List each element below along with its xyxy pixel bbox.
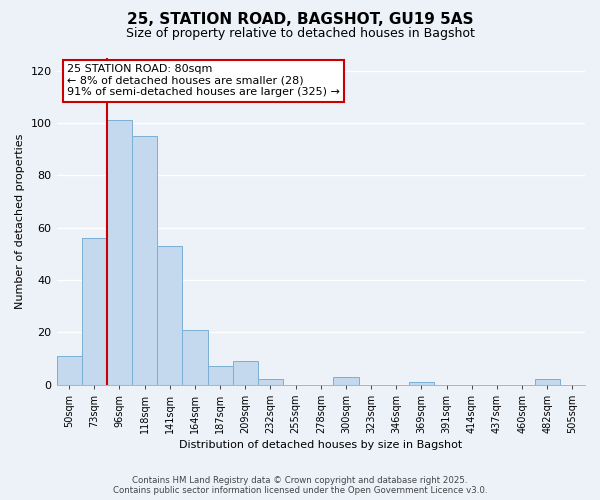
Bar xyxy=(258,380,283,384)
Bar xyxy=(132,136,157,384)
Text: 25 STATION ROAD: 80sqm
← 8% of detached houses are smaller (28)
91% of semi-deta: 25 STATION ROAD: 80sqm ← 8% of detached … xyxy=(67,64,340,97)
Text: 25, STATION ROAD, BAGSHOT, GU19 5AS: 25, STATION ROAD, BAGSHOT, GU19 5AS xyxy=(127,12,473,28)
Bar xyxy=(535,380,560,384)
Bar xyxy=(334,376,359,384)
Text: Size of property relative to detached houses in Bagshot: Size of property relative to detached ho… xyxy=(125,28,475,40)
X-axis label: Distribution of detached houses by size in Bagshot: Distribution of detached houses by size … xyxy=(179,440,463,450)
Text: Contains HM Land Registry data © Crown copyright and database right 2025.
Contai: Contains HM Land Registry data © Crown c… xyxy=(113,476,487,495)
Bar xyxy=(208,366,233,384)
Bar xyxy=(107,120,132,384)
Bar xyxy=(182,330,208,384)
Bar xyxy=(82,238,107,384)
Bar xyxy=(233,361,258,384)
Bar xyxy=(409,382,434,384)
Y-axis label: Number of detached properties: Number of detached properties xyxy=(15,134,25,308)
Bar xyxy=(56,356,82,384)
Bar xyxy=(157,246,182,384)
